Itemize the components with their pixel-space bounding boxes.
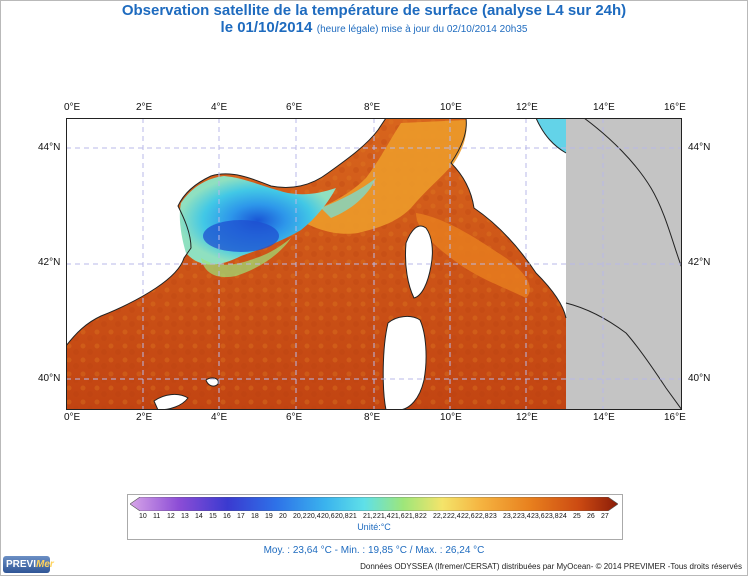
colorbar-label: 23,4 — [517, 513, 531, 520]
lon-tick-top: 16°E — [664, 102, 686, 113]
colorbar-label: 21,6 — [391, 513, 405, 520]
cool-water-adriatic — [536, 118, 566, 153]
lon-tick-bottom: 12°E — [516, 412, 538, 423]
colorbar-label: 22,8 — [475, 513, 489, 520]
warm-belt-tyrrhenian — [416, 213, 530, 298]
logo-text-mer: Mer — [36, 559, 54, 570]
colorbar-label: 27 — [601, 513, 609, 520]
coastline-italy-east — [583, 118, 682, 269]
colorbar-label: 19 — [265, 513, 273, 520]
sea-texture — [66, 118, 566, 410]
colorbar-label: 14 — [195, 513, 203, 520]
transition-zone — [201, 238, 291, 278]
colorbar-label: 20,4 — [307, 513, 321, 520]
colorbar-label: 23,8 — [545, 513, 559, 520]
lon-tick-bottom: 14°E — [593, 412, 615, 423]
lat-tick-right: 44°N — [688, 142, 711, 153]
map-date: le 01/10/2014 — [220, 19, 313, 36]
colorbar-label: 10 — [139, 513, 147, 520]
colorbar-label: 22,6 — [461, 513, 475, 520]
colorbar-unit: Unité:°C — [357, 522, 391, 532]
coastline-france-spain — [66, 118, 387, 347]
colorbar-label: 20 — [279, 513, 287, 520]
map-frame — [66, 118, 682, 410]
island-menorca — [205, 377, 219, 387]
coastline-italy-south — [565, 302, 682, 410]
colorbar-label: 12 — [167, 513, 175, 520]
lon-tick-bottom: 4°E — [211, 412, 228, 423]
lon-tick-bottom: 2°E — [136, 412, 153, 423]
colorbar-label: 20,2 — [293, 513, 307, 520]
island-corsica — [405, 225, 433, 299]
colorbar-label: 24 — [559, 513, 567, 520]
colorbar-label: 15 — [209, 513, 217, 520]
logo-text-previ: PREVI — [6, 559, 37, 570]
lon-tick-bottom: 10°E — [440, 412, 462, 423]
colorbar-label: 21 — [349, 513, 357, 520]
colorbar-label: 22 — [419, 513, 427, 520]
lon-tick-top: 10°E — [440, 102, 462, 113]
sst-map — [66, 118, 682, 410]
lat-tick-left: 40°N — [38, 373, 61, 384]
cool-filament — [321, 178, 376, 218]
lon-tick-top: 4°E — [211, 102, 228, 113]
lon-tick-bottom: 16°E — [664, 412, 686, 423]
colorbar-label: 21,2 — [363, 513, 377, 520]
lon-tick-top: 14°E — [593, 102, 615, 113]
colorbar-label: 22,2 — [433, 513, 447, 520]
lon-tick-bottom: 0°E — [64, 412, 81, 423]
coastline-adriatic — [535, 118, 567, 154]
lat-tick-right: 42°N — [688, 257, 711, 268]
lon-tick-top: 6°E — [286, 102, 303, 113]
lon-tick-top: 12°E — [516, 102, 538, 113]
colorbar-label: 23 — [489, 513, 497, 520]
coldest-core — [203, 220, 279, 252]
colorbar-label: 23,6 — [531, 513, 545, 520]
colorbar-label: 21,4 — [377, 513, 391, 520]
graticule — [66, 118, 682, 410]
colorbar-label: 17 — [237, 513, 245, 520]
coastline-italy-west — [450, 118, 567, 319]
colorbar-label: 20,8 — [335, 513, 349, 520]
lon-tick-bottom: 6°E — [286, 412, 303, 423]
colorbar-label: 16 — [223, 513, 231, 520]
colorbar-label: 13 — [181, 513, 189, 520]
lon-tick-top: 0°E — [64, 102, 81, 113]
lon-tick-top: 2°E — [136, 102, 153, 113]
credit-line: Données ODYSSEA (Ifremer/CERSAT) distrib… — [360, 562, 742, 571]
colorbar — [130, 497, 618, 511]
statistics-line: Moy. : 23,64 °C - Min. : 19,85 °C / Max.… — [263, 545, 485, 556]
colorbar-scale — [130, 497, 618, 511]
colorbar-label: 11 — [153, 513, 161, 520]
colorbar-label: 26 — [587, 513, 595, 520]
colorbar-label: 18 — [251, 513, 259, 520]
lat-tick-left: 44°N — [38, 142, 61, 153]
colorbar-label: 20,6 — [321, 513, 335, 520]
colorbar-label: 22,4 — [447, 513, 461, 520]
lat-tick-right: 40°N — [688, 373, 711, 384]
previmer-logo[interactable]: PREVIMer — [3, 556, 54, 573]
map-title: Observation satellite de la température … — [121, 2, 627, 19]
colorbar-label: 23,2 — [503, 513, 517, 520]
lon-tick-bottom: 8°E — [364, 412, 381, 423]
colorbar-label: 21,8 — [405, 513, 419, 520]
lat-tick-left: 42°N — [38, 257, 61, 268]
map-update-info: (heure légale) mise à jour du 02/10/2014… — [316, 24, 528, 35]
lon-tick-top: 8°E — [364, 102, 381, 113]
colorbar-label: 25 — [573, 513, 581, 520]
map-subtitle: le 01/10/2014 (heure légale) mise à jour… — [0, 19, 748, 37]
